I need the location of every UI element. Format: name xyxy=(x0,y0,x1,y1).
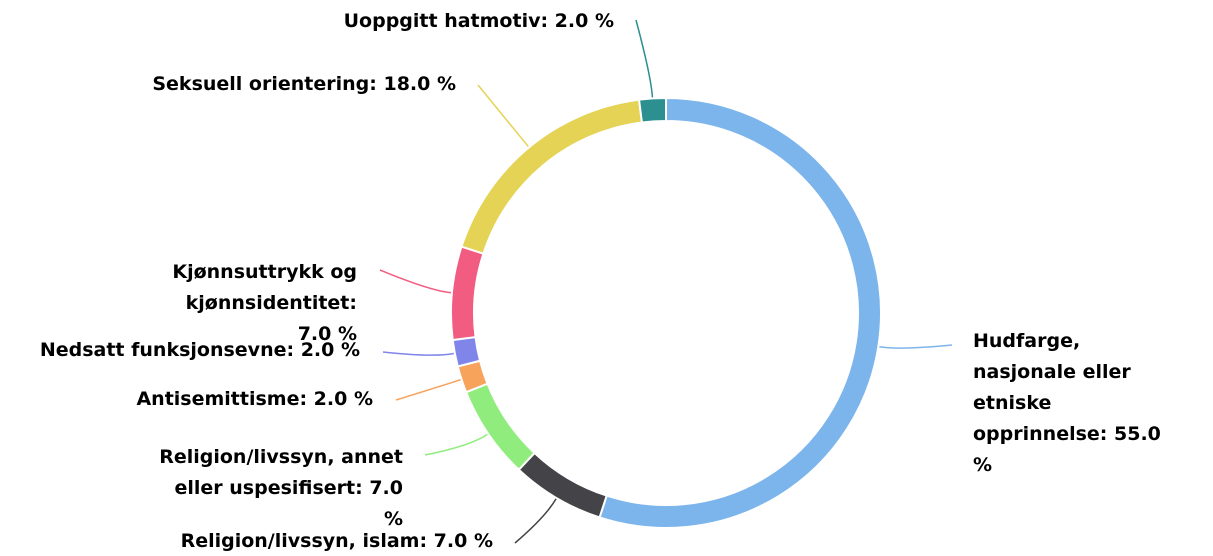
data-label: Antisemittisme: 2.0 % xyxy=(136,388,373,410)
data-label: Religion/livssyn, annet eller uspesifiser… xyxy=(159,446,403,530)
connector xyxy=(379,269,452,294)
data-label: Religion/livssyn, islam: 7.0 % xyxy=(181,530,493,552)
label-line: Antisemittisme: 2.0 % xyxy=(136,388,373,410)
label-line: Nedsatt funksjonsevne: 2.0 % xyxy=(40,339,360,361)
label-line: eller uspesifisert: 7.0 xyxy=(174,477,403,499)
connector xyxy=(382,351,454,356)
data-label: Uoppgitt hatmotiv: 2.0 % xyxy=(344,10,614,32)
slice xyxy=(450,245,485,342)
slice xyxy=(464,382,536,472)
connector xyxy=(477,84,529,148)
connector xyxy=(395,379,461,401)
data-label: Hudfarge, nasjonale eller etniske opprinnel… xyxy=(973,330,1161,476)
label-line: Seksuell orientering: 18.0 % xyxy=(152,73,456,95)
label-line: Uoppgitt hatmotiv: 2.0 % xyxy=(344,10,614,32)
label-line: Hudfarge, xyxy=(973,330,1080,352)
label-line: Religion/livssyn, annet xyxy=(159,446,403,468)
label-line: 7.0 % xyxy=(298,323,357,345)
data-label: Kjønnsuttrykk og kjønnsidentitet: 7.0 % xyxy=(172,261,357,345)
slice xyxy=(517,451,608,519)
label-line: Religion/livssyn, islam: 7.0 % xyxy=(181,530,493,552)
connector xyxy=(424,433,488,456)
connector xyxy=(514,498,557,544)
label-line: opprinnelse: 55.0 xyxy=(973,423,1161,445)
slice xyxy=(637,96,667,124)
connector xyxy=(879,344,953,349)
label-line: % xyxy=(973,454,992,476)
label-line: etniske xyxy=(973,392,1051,414)
label-line: kjønnsidentitet: xyxy=(186,292,357,314)
slice xyxy=(451,335,482,368)
connector xyxy=(635,19,654,98)
slice xyxy=(460,98,644,255)
data-label: Seksuell orientering: 18.0 % xyxy=(152,73,456,95)
label-line: nasjonale eller xyxy=(973,361,1131,383)
slice xyxy=(598,96,882,529)
label-line: Kjønnsuttrykk og xyxy=(172,261,357,283)
label-line: % xyxy=(384,508,403,530)
data-label: Nedsatt funksjonsevne: 2.0 % xyxy=(40,339,360,361)
